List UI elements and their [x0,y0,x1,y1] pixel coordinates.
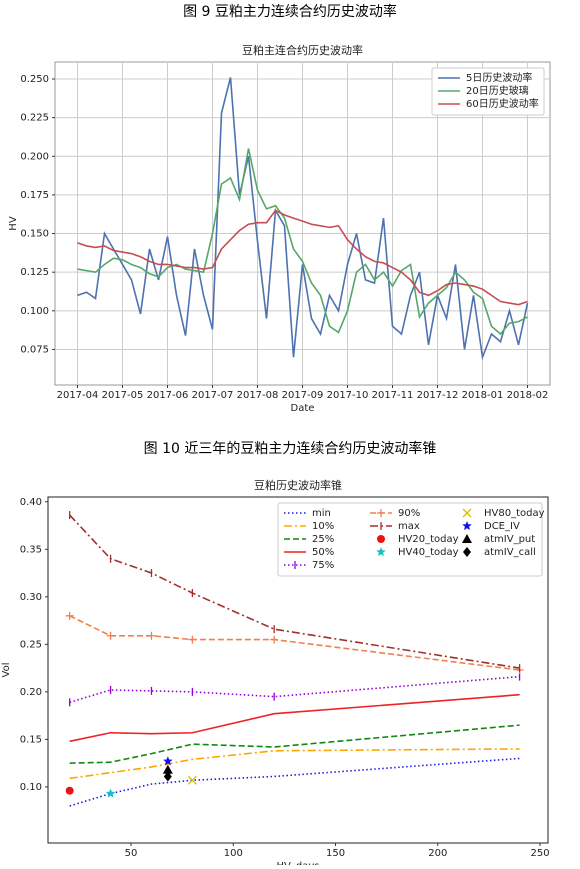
y-tick-label: 0.075 [20,344,49,355]
series-line [69,693,520,743]
legend-label: 60日历史波动率 [466,97,539,110]
x-axis-label: HV_days [277,861,320,865]
legend-label: HV20_today [398,534,459,545]
series-line [77,77,529,361]
point-marker [162,764,173,774]
x-tick-label: 200 [428,848,447,859]
figure-caption: 图 9 豆粕主力连续合约历史波动率 [183,3,397,20]
series-marker [65,611,74,620]
x-tick-label: 250 [530,848,549,859]
y-tick-label: 0.30 [20,592,42,603]
x-tick-label: 2017-07 [192,390,234,401]
legend-label: 75% [312,560,334,571]
legend-label: 25% [312,534,334,545]
legend-label: DCE_IV [484,521,520,532]
legend-label: 5日历史波动率 [466,71,532,84]
y-tick-label: 0.125 [20,267,49,278]
x-tick-label: 2017-09 [282,390,324,401]
legend-label: 50% [312,547,334,558]
x-tick-label: 2017-11 [372,390,414,401]
point-marker [163,771,172,782]
y-tick-label: 0.175 [20,190,49,201]
legend-swatch [462,508,472,518]
series-marker [147,631,156,640]
x-axis-label: Date [291,403,315,414]
y-tick-label: 0.150 [20,229,49,240]
legend-swatch [377,509,385,517]
legend-swatch [462,534,472,543]
chart-title: 豆粕主连合约历史波动率 [242,43,363,57]
x-tick-label: 50 [125,848,138,859]
x-tick-label: 2017-06 [147,390,189,401]
y-tick-label: 0.35 [20,544,42,555]
x-tick-label: 2017-12 [417,390,459,401]
series-line [69,615,520,671]
legend-label: 20日历史玻璃 [466,84,529,97]
point-marker [163,756,173,766]
series-marker [270,635,279,644]
y-tick-label: 0.250 [20,74,49,85]
legend-swatch [462,521,472,531]
legend-label: HV40_today [398,547,459,558]
legend [277,502,543,577]
y-tick-label: 0.100 [20,306,49,317]
series-line [69,724,520,764]
y-tick-label: 0.20 [20,687,42,698]
legend-label: 10% [312,521,334,532]
legend-label: 90% [398,508,420,519]
x-tick-label: 150 [326,848,345,859]
chart-title: 豆粕历史波动率锥 [254,478,342,492]
y-tick-label: 0.15 [20,734,42,745]
series-marker [106,631,115,640]
x-tick-label: 2017-10 [327,390,369,401]
y-tick-label: 0.225 [20,113,49,124]
legend-label: atmIV_call [484,547,536,558]
legend-swatch [463,547,471,557]
y-tick-label: 0.40 [20,497,42,508]
point-marker [65,786,74,795]
series-marker [188,635,197,644]
series-line [69,514,520,669]
x-tick-label: 2017-04 [57,390,99,401]
legend-label: min [312,508,331,519]
series-line [69,748,520,780]
point-marker [105,788,116,798]
legend-swatch [376,547,386,557]
series-line [69,675,520,704]
x-tick-label: 2017-05 [102,390,144,401]
x-tick-label: 2017-08 [237,390,279,401]
x-tick-label: 2018-02 [507,390,549,401]
legend-swatch [377,535,385,543]
y-axis-label: Vol [1,663,12,678]
series-line [77,209,528,306]
series-line [69,757,520,807]
y-tick-label: 0.10 [20,782,42,793]
x-tick-label: 100 [224,848,243,859]
point-marker [187,775,197,785]
legend-label: atmIV_put [484,534,535,545]
legend-label: max [398,521,420,532]
y-tick-label: 0.25 [20,639,42,650]
figure-caption: 图 10 近三年的豆粕主力连续合约历史波动率锥 [144,440,437,457]
legend-label: HV80_today [484,508,545,519]
y-tick-label: 0.200 [20,151,49,162]
series-line [77,148,528,336]
y-axis-label: HV [8,216,19,231]
x-tick-label: 2018-01 [462,390,504,401]
